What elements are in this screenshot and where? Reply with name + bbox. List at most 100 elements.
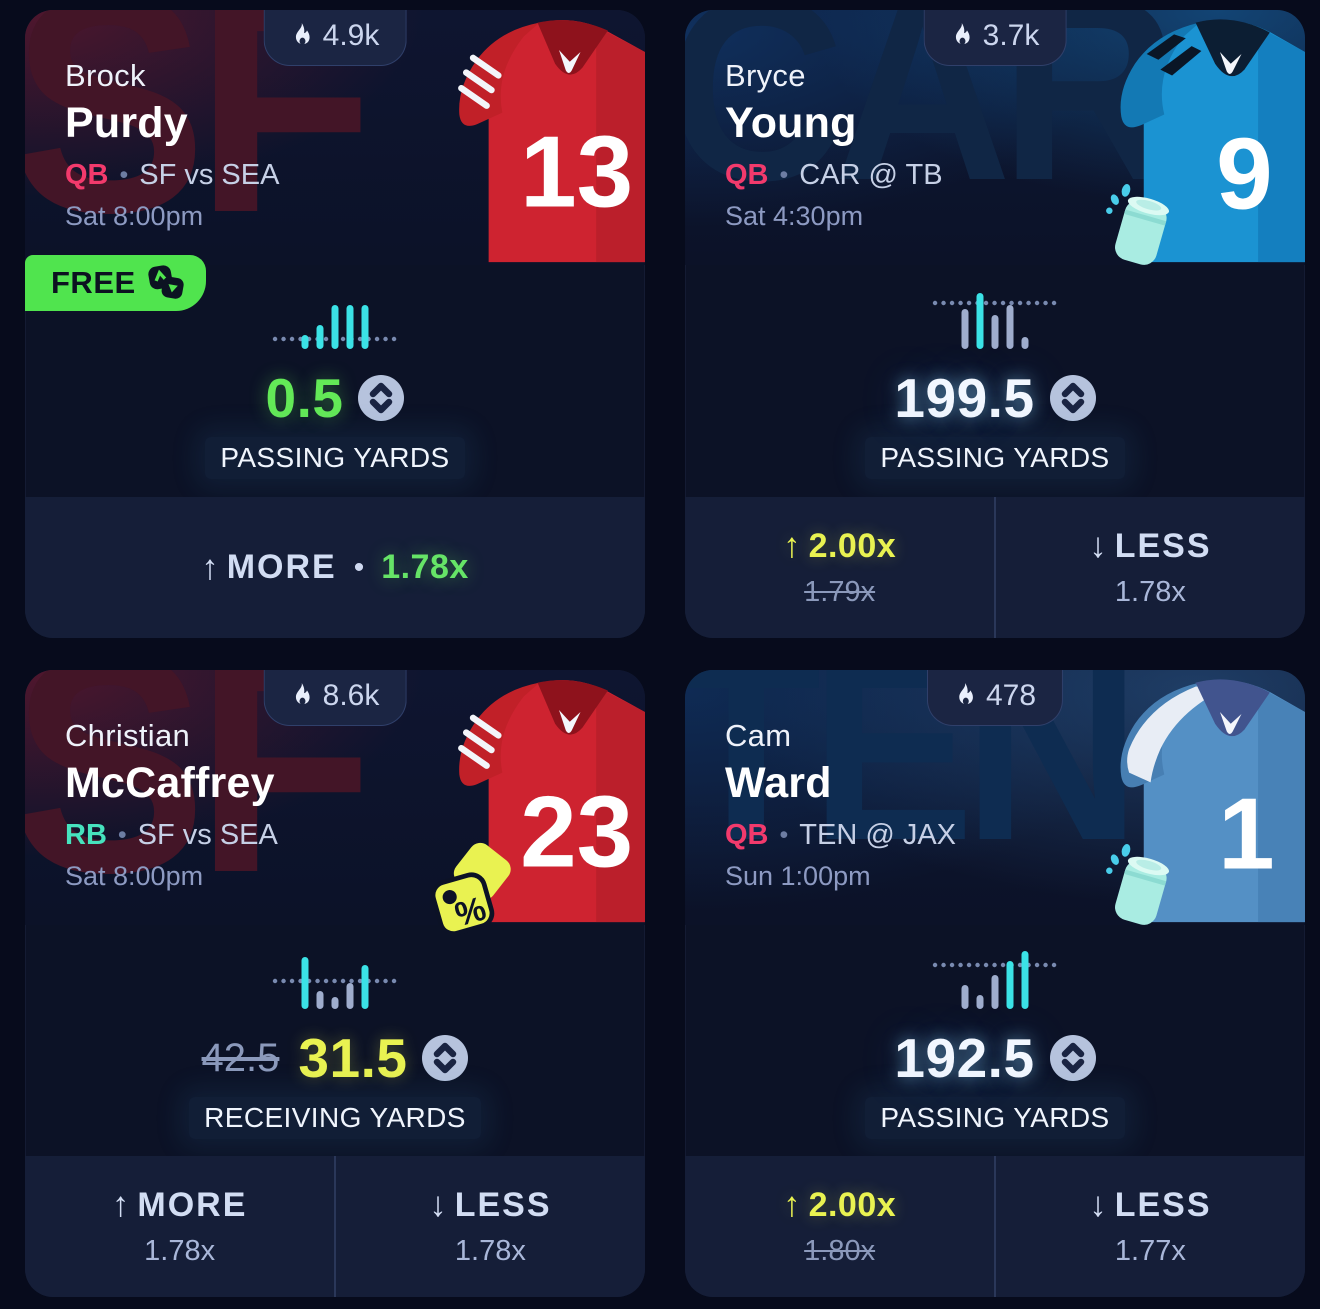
less-button[interactable]: ↓ LESS 1.77x — [996, 1156, 1305, 1297]
player-prop-card[interactable]: SF 13 4.9k — [25, 10, 645, 638]
less-multiplier: 1.78x — [454, 1235, 526, 1267]
position-label: RB — [65, 819, 107, 851]
player-info: Christian McCaffrey RB • SF vs SEA Sat 8… — [65, 718, 278, 892]
up-arrow-icon: ↑ — [201, 547, 219, 587]
bullet-separator: • — [117, 821, 127, 849]
card-header: SF 23 8.6k — [25, 670, 645, 925]
up-down-chevrons-icon — [1049, 1035, 1096, 1081]
discount-tag-icon: % — [423, 842, 517, 946]
flame-icon — [955, 22, 970, 45]
popularity-badge: 478 — [926, 670, 1064, 726]
down-arrow-icon: ↓ — [1089, 526, 1107, 565]
adjust-line-button[interactable] — [358, 375, 405, 421]
card-header: CAR 9 — [685, 10, 1305, 265]
player-first-name: Brock — [65, 58, 146, 93]
stat-category-label: PASSING YARDS — [205, 437, 465, 479]
jersey-number: 9 — [1216, 116, 1273, 230]
footer-divider — [334, 1156, 336, 1297]
game-time: Sat 8:00pm — [65, 861, 204, 891]
more-button[interactable]: ↑ 2.00x 1.79x — [685, 497, 994, 638]
stat-section: 0.5 PASSING YARDS — [25, 265, 645, 497]
card-footer: ↑ MORE 1.78x ↓ LESS 1.78x — [25, 1156, 645, 1297]
player-last-name: Young — [725, 99, 857, 147]
up-arrow-icon: ↑ — [783, 1185, 801, 1224]
less-button[interactable]: ↓ LESS 1.78x — [336, 1156, 645, 1297]
game-time: Sat 8:00pm — [65, 201, 204, 231]
bullet-separator: • — [779, 161, 789, 189]
player-first-name: Cam — [725, 718, 792, 753]
previous-multiplier: 1.80x — [804, 1235, 876, 1267]
jersey-number: 13 — [520, 114, 633, 228]
up-down-chevrons-icon — [1049, 375, 1096, 421]
footer-divider — [994, 1156, 996, 1297]
player-meta: QB • SF vs SEA — [65, 159, 279, 192]
position-label: QB — [65, 159, 109, 191]
less-multiplier: 1.78x — [1114, 576, 1186, 608]
stat-line-value: 192.5 — [894, 1027, 1035, 1089]
matchup-label: TEN @ JAX — [799, 819, 957, 851]
previous-line-value: 42.5 — [201, 1035, 280, 1080]
adjust-line-button[interactable] — [1049, 1035, 1096, 1081]
free-badge: FREE — [25, 255, 206, 311]
popularity-badge: 4.9k — [263, 10, 407, 66]
stat-category-label: RECEIVING YARDS — [189, 1097, 481, 1139]
player-prop-card[interactable]: SF 23 8.6k — [25, 670, 645, 1297]
down-arrow-icon: ↓ — [1089, 1185, 1107, 1224]
flame-icon — [295, 682, 310, 705]
more-button[interactable]: ↑ MORE 1.78x — [25, 1156, 334, 1297]
matchup-label: SF vs SEA — [137, 819, 278, 851]
stat-line-value: 0.5 — [265, 367, 344, 429]
stat-category-label: PASSING YARDS — [865, 1097, 1125, 1139]
projection-distribution-chart — [269, 947, 401, 1013]
popularity-count: 4.9k — [322, 18, 380, 52]
player-meta: QB • CAR @ TB — [725, 159, 943, 192]
underdog-logo-icon — [148, 265, 184, 299]
bullet-separator: • — [119, 161, 129, 189]
popularity-badge: 3.7k — [923, 10, 1067, 66]
popularity-badge: 8.6k — [263, 670, 407, 726]
jersey-number: 1 — [1218, 776, 1275, 890]
stat-section: 192.5 PASSING YARDS — [685, 925, 1305, 1156]
matchup-label: CAR @ TB — [799, 159, 943, 191]
team-watermark: TEN — [685, 670, 1141, 895]
up-arrow-icon: ↑ — [783, 526, 801, 565]
jersey-number: 23 — [520, 774, 633, 888]
card-header: TEN 1 — [685, 670, 1305, 925]
popularity-count: 3.7k — [982, 18, 1040, 52]
player-info: Bryce Young QB • CAR @ TB Sat 4:30pm — [725, 58, 943, 232]
less-multiplier: 1.77x — [1114, 1235, 1186, 1267]
stat-line-value: 31.5 — [298, 1027, 408, 1089]
adjust-line-button[interactable] — [422, 1035, 469, 1081]
adjust-line-button[interactable] — [1049, 375, 1096, 421]
energy-can-icon — [1101, 842, 1175, 935]
card-footer: ↑ MORE • 1.78x — [25, 497, 645, 638]
stat-line-value: 199.5 — [894, 367, 1035, 429]
flame-icon — [959, 682, 973, 705]
stat-category-label: PASSING YARDS — [865, 437, 1125, 479]
player-prop-card[interactable]: TEN 1 — [685, 670, 1305, 1297]
player-meta: RB • SF vs SEA — [65, 819, 278, 852]
card-header: SF 13 4.9k — [25, 10, 645, 265]
player-jersey-graphic: 23 — [430, 670, 645, 925]
projection-distribution-chart — [269, 287, 401, 353]
player-last-name: Purdy — [65, 99, 188, 147]
projection-distribution-chart — [929, 287, 1061, 353]
player-meta: QB • TEN @ JAX — [725, 819, 956, 852]
down-arrow-icon: ↓ — [429, 1185, 447, 1224]
card-footer: ↑ 2.00x 1.79x ↓ LESS 1.78x — [685, 497, 1305, 638]
card-footer: ↑ 2.00x 1.80x ↓ LESS 1.77x — [685, 1156, 1305, 1297]
player-first-name: Christian — [65, 718, 191, 753]
flame-icon — [295, 22, 310, 45]
position-label: QB — [725, 159, 769, 191]
up-arrow-icon: ↑ — [111, 1185, 130, 1224]
more-multiplier: 1.78x — [144, 1235, 216, 1267]
more-button[interactable]: ↑ MORE • 1.78x — [25, 497, 645, 638]
popularity-count: 478 — [985, 678, 1037, 712]
less-button[interactable]: ↓ LESS 1.78x — [996, 497, 1305, 638]
more-button[interactable]: ↑ 2.00x 1.80x — [685, 1156, 994, 1297]
player-jersey-graphic: 13 — [430, 10, 645, 265]
up-down-chevrons-icon — [422, 1035, 469, 1081]
player-prop-card[interactable]: CAR 9 — [685, 10, 1305, 638]
footer-divider — [994, 497, 996, 638]
up-down-chevrons-icon — [358, 375, 405, 421]
